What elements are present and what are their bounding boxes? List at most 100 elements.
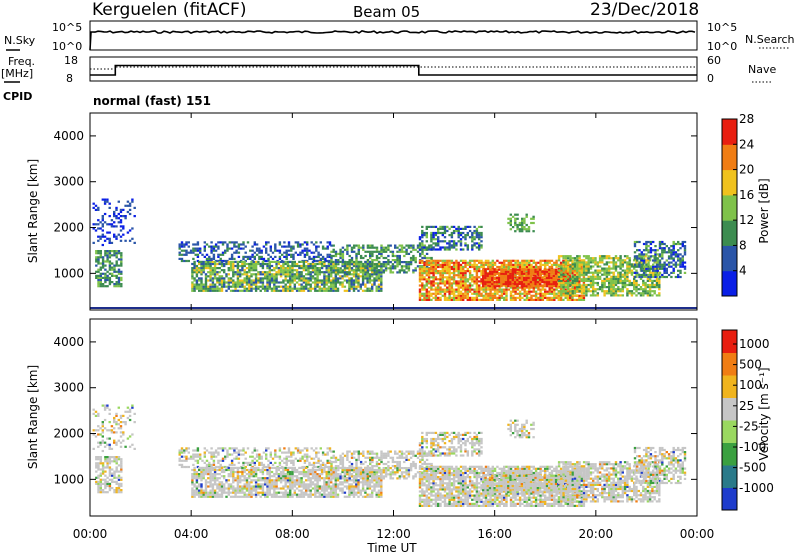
- velocity-cell: [108, 489, 112, 492]
- power-cell: [566, 272, 569, 275]
- power-cell: [232, 271, 235, 274]
- power-cell: [457, 231, 460, 235]
- power-cell: [95, 270, 98, 273]
- power-cell: [541, 276, 544, 279]
- power-cell: [564, 294, 568, 297]
- power-cell: [598, 286, 602, 289]
- power-cell: [375, 273, 378, 276]
- power-cell: [603, 279, 606, 282]
- velocity-cell: [260, 455, 263, 458]
- power-cell: [261, 262, 265, 266]
- power-cell: [368, 279, 372, 282]
- power-cell: [106, 252, 109, 255]
- power-cell: [300, 271, 303, 274]
- power-cell: [350, 250, 354, 253]
- power-cell: [677, 259, 680, 262]
- power-cell: [654, 259, 657, 262]
- power-cell: [566, 265, 570, 269]
- velocity-cell: [185, 457, 188, 460]
- power-cell: [498, 285, 501, 288]
- power-cell: [101, 264, 105, 267]
- velocity-cell: [230, 463, 234, 466]
- power-cell: [661, 253, 664, 256]
- power-cell: [286, 267, 290, 270]
- power-cell: [437, 298, 440, 301]
- power-cell: [443, 231, 447, 235]
- power-cell: [261, 277, 265, 280]
- velocity-cell: [178, 451, 181, 454]
- power-cell: [596, 281, 599, 285]
- power-cell: [636, 259, 639, 262]
- power-cell: [487, 298, 490, 301]
- velocity-cell: [278, 455, 282, 458]
- power-cell: [218, 283, 221, 286]
- power-cell: [330, 259, 333, 262]
- power-cell: [658, 279, 661, 282]
- power-cell: [648, 292, 652, 295]
- velocity-cell: [281, 459, 284, 462]
- power-cell: [471, 284, 474, 287]
- power-cell: [371, 267, 374, 270]
- power-cell: [647, 251, 650, 254]
- velocity-cell: [194, 455, 197, 458]
- power-cell: [185, 241, 188, 244]
- power-cell: [661, 273, 664, 277]
- power-cell: [555, 296, 558, 299]
- power-cell: [537, 288, 540, 291]
- power-cell: [647, 275, 650, 279]
- power-cell: [377, 285, 381, 288]
- velocity-cell: [122, 431, 125, 434]
- power-cell: [468, 288, 472, 291]
- power-cell: [421, 256, 424, 260]
- power-cell: [617, 271, 620, 274]
- power-cell: [234, 260, 237, 263]
- power-cell: [446, 282, 449, 285]
- power-cell: [608, 255, 611, 258]
- power-cell: [554, 283, 558, 286]
- power-cell: [346, 279, 349, 282]
- power-cell: [638, 249, 641, 252]
- power-cell: [278, 255, 282, 258]
- power-cell: [384, 248, 388, 251]
- power-cell: [677, 263, 680, 266]
- power-cell: [320, 267, 324, 270]
- power-cell: [578, 290, 581, 293]
- power-cell: [423, 248, 426, 251]
- power-cell: [527, 283, 530, 286]
- power-cell: [389, 265, 392, 268]
- power-cell: [212, 257, 216, 260]
- power-cell: [330, 285, 333, 288]
- power-cell: [250, 264, 253, 268]
- power-cell: [361, 279, 365, 282]
- power-cell: [530, 298, 533, 301]
- power-cell: [509, 294, 513, 297]
- power-cell: [486, 272, 489, 275]
- power-cell: [567, 267, 570, 270]
- power-cell: [639, 261, 643, 264]
- power-cell: [652, 275, 655, 279]
- velocity-cell: [106, 460, 109, 463]
- power-cell: [655, 277, 659, 280]
- power-cell: [279, 273, 283, 276]
- power-cell: [587, 271, 590, 274]
- power-cell: [450, 261, 454, 264]
- power-cell: [537, 274, 540, 277]
- power-cell: [122, 227, 125, 230]
- velocity-cell: [111, 456, 114, 459]
- power-cell: [427, 292, 431, 295]
- power-cell: [259, 262, 262, 266]
- power-cell: [525, 286, 529, 289]
- power-cell: [648, 271, 652, 274]
- power-cell: [443, 261, 447, 264]
- power-cell: [198, 289, 201, 292]
- power-cell: [580, 271, 584, 274]
- power-cell: [418, 272, 422, 275]
- power-cell: [514, 276, 517, 279]
- power-cell: [493, 292, 497, 295]
- power-cell: [647, 245, 650, 248]
- power-cell: [566, 270, 569, 273]
- power-cell: [509, 274, 512, 277]
- power-cell: [255, 249, 259, 252]
- power-cell: [518, 223, 522, 227]
- power-cell: [534, 263, 538, 266]
